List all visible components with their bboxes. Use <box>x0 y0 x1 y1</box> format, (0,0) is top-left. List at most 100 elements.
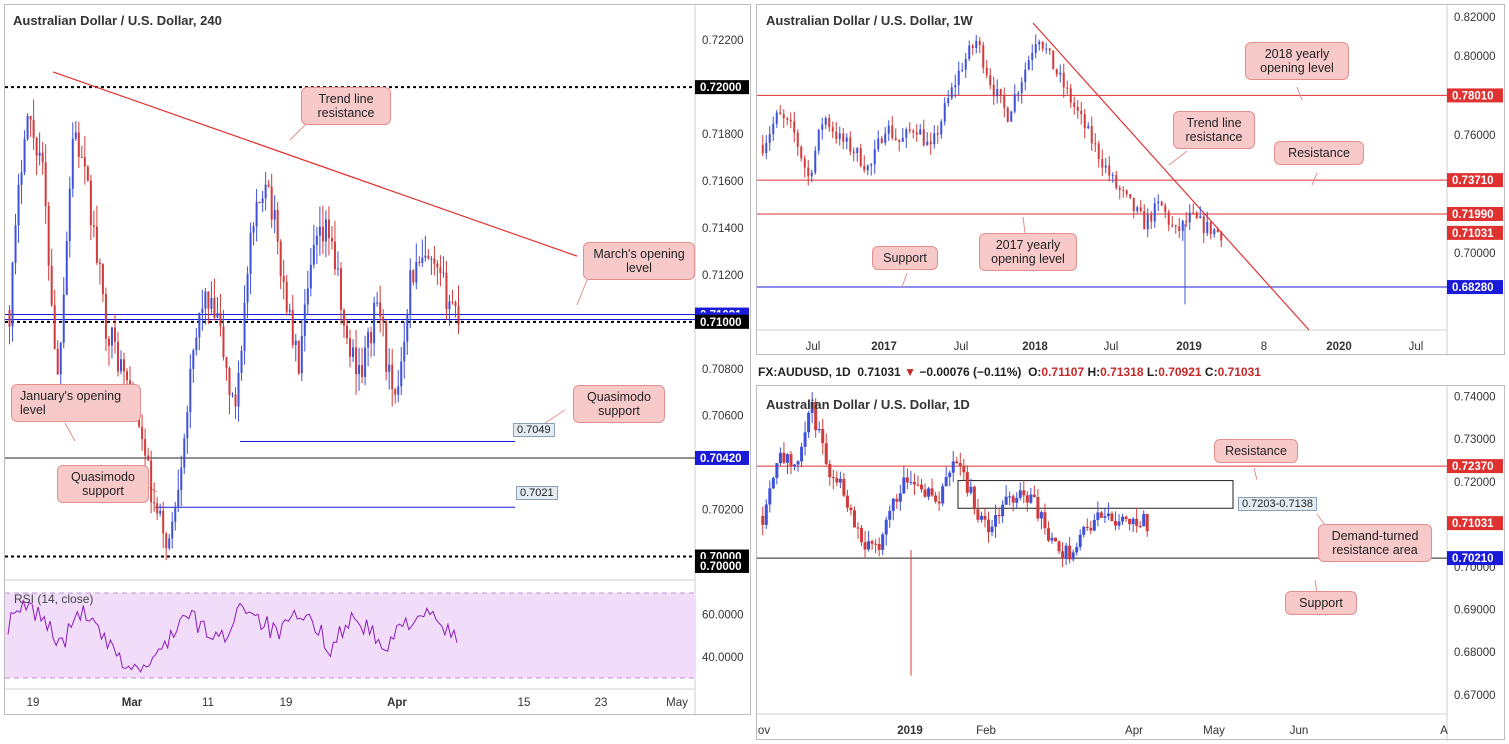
daily-candle <box>1057 541 1061 552</box>
h4-candle <box>361 365 364 377</box>
weekly-candle <box>1094 143 1097 145</box>
daily-candle <box>860 527 864 543</box>
h4-candle <box>113 327 116 342</box>
h4-chart-canvas[interactable]: 0.72200 0.71800 0.71600 0.71400 0.71200 0.708… <box>5 5 752 716</box>
weekly-candle <box>1097 143 1100 160</box>
h4-candle <box>312 244 315 265</box>
daily-price-tag <box>1447 459 1503 474</box>
h4-candle <box>385 320 388 372</box>
level-label-7049: 0.7049 <box>513 423 555 437</box>
daily-candle <box>1113 520 1117 526</box>
daily-chart-canvas[interactable]: 0.740000.730000.720000.700000.690000.680… <box>757 386 1506 741</box>
h4-candle <box>62 294 65 343</box>
h4-y-tick: 0.71200 <box>702 270 744 282</box>
weekly-candle <box>1087 126 1090 129</box>
h4-candle <box>92 225 95 227</box>
daily-price-tag <box>1447 516 1503 531</box>
weekly-x-tick: 2019 <box>1176 341 1202 353</box>
h4-candle <box>153 502 156 504</box>
daily-candle <box>863 542 867 550</box>
daily-candle <box>898 493 902 502</box>
h4-candle <box>38 152 41 156</box>
h4-candle <box>291 309 294 346</box>
weekly-chart-canvas[interactable]: 0.82000 0.80000 0.76000 0.70000 0.78010 0.737… <box>757 5 1506 356</box>
h4-candle <box>23 138 26 173</box>
weekly-candle <box>1143 210 1146 230</box>
h4-candle <box>306 288 309 305</box>
weekly-candle <box>1069 88 1072 103</box>
callout-pointer <box>576 279 588 306</box>
weekly-candle <box>814 150 817 173</box>
daily-x-tick: Apr <box>1125 725 1143 737</box>
daily-candle <box>1078 534 1082 548</box>
weekly-candle <box>1006 107 1009 122</box>
daily-candle <box>937 501 941 504</box>
h4-candle <box>47 206 50 266</box>
daily-candle <box>1001 504 1005 517</box>
daily-candle <box>912 481 916 485</box>
weekly-chart-panel[interactable]: 0.82000 0.80000 0.76000 0.70000 0.78010 0.737… <box>756 4 1506 356</box>
daily-candle <box>778 452 782 464</box>
daily-candle <box>934 495 938 502</box>
daily-candle <box>969 486 973 493</box>
h4-candle <box>303 304 306 337</box>
daily-candle <box>962 466 966 473</box>
daily-candle <box>796 461 800 465</box>
h4-candle <box>379 302 382 317</box>
h4-candle <box>406 314 409 342</box>
h4-candle <box>273 209 276 220</box>
h4-candle <box>330 238 333 242</box>
h4-price-tag-text: 0.72000 <box>700 82 742 94</box>
weekly-candle <box>856 148 859 154</box>
daily-candle <box>814 401 818 431</box>
weekly-candle <box>950 87 953 99</box>
level-label-7021: 0.7021 <box>516 486 558 500</box>
weekly-candle <box>807 167 810 177</box>
daily-candle <box>1046 528 1050 541</box>
h4-candle <box>50 265 53 306</box>
callout-pointer <box>1314 579 1318 594</box>
daily-candle <box>838 478 842 483</box>
h4-candle <box>276 209 279 242</box>
daily-candle <box>785 454 789 463</box>
weekly-price-tag <box>1447 206 1503 221</box>
h4-y-tick: 0.71400 <box>702 223 744 235</box>
close-value: 0.71031 <box>1217 365 1261 379</box>
daily-candle <box>835 478 839 483</box>
daily-candle <box>831 477 835 479</box>
weekly-candle <box>943 103 946 122</box>
weekly-candle <box>796 132 799 147</box>
daily-candle <box>810 401 814 413</box>
h4-candle <box>427 255 430 259</box>
weekly-candle <box>1136 207 1139 212</box>
h4-chart-panel[interactable]: 0.72200 0.71800 0.71600 0.71400 0.71200 0.708… <box>4 4 752 716</box>
h4-candle <box>98 262 101 265</box>
weekly-price-tag <box>1447 88 1503 103</box>
weekly-candle <box>852 151 855 154</box>
h4-x-tick: Mar <box>122 697 143 709</box>
weekly-candle <box>1027 60 1030 70</box>
daily-candle <box>965 472 969 493</box>
weekly-trend-resistance-callout: Trend line resistance <box>1173 111 1255 149</box>
h4-price-tag <box>695 80 749 95</box>
weekly-candle <box>1020 82 1023 94</box>
daily-price-tag <box>1447 551 1503 566</box>
h4-candle <box>56 348 59 375</box>
weekly-candle <box>772 123 775 135</box>
daily-chart-panel[interactable]: 0.74000 0.73000 0.72000 0.70000 0.69000 0.680… <box>756 385 1506 741</box>
callout-pointer <box>64 422 76 442</box>
weekly-candle <box>803 158 806 168</box>
daily-candle <box>1061 551 1065 559</box>
weekly-candle <box>901 137 904 142</box>
h4-candle <box>32 119 35 139</box>
h4-candle <box>261 198 264 204</box>
january-opening-level-callout: January's opening level <box>11 384 141 422</box>
weekly-candle <box>954 85 957 88</box>
rsi-label: RSI (14, close) <box>14 592 94 606</box>
rsi-band <box>5 593 695 678</box>
weekly-candle <box>982 45 985 68</box>
h4-candle <box>189 368 192 413</box>
h4-candle <box>367 331 370 348</box>
weekly-candle <box>1129 194 1132 198</box>
weekly-candle <box>1031 52 1034 61</box>
